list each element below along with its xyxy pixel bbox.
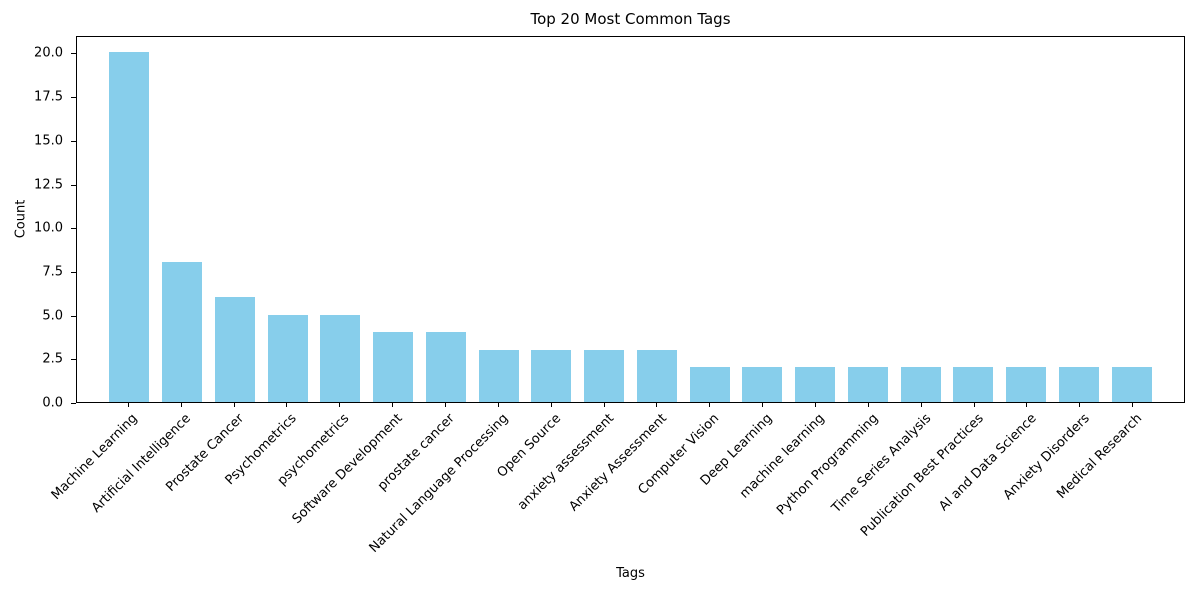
y-tick-mark xyxy=(71,97,76,99)
x-tick-label: Artificial Intelligence xyxy=(89,411,194,516)
bar xyxy=(373,332,414,402)
y-tick-label: 5.0 xyxy=(42,308,63,324)
x-tick-mark xyxy=(709,403,711,407)
bar-slot xyxy=(894,37,947,402)
bar-slot xyxy=(947,37,1000,402)
bar xyxy=(320,314,361,402)
y-axis-tick-labels: 0.0 2.5 5.0 7.5 10.0 12.5 15.0 17.5 20.0 xyxy=(0,36,63,411)
bar-slot xyxy=(420,37,473,402)
bar xyxy=(267,314,308,402)
bar-slot xyxy=(261,37,314,402)
bar-slot xyxy=(842,37,895,402)
bar xyxy=(636,349,677,402)
x-tick-label: Python Programming xyxy=(773,411,881,519)
y-tick-mark xyxy=(71,53,76,55)
y-tick-label: 20.0 xyxy=(34,45,63,61)
bars-layer xyxy=(77,37,1184,402)
bar xyxy=(742,367,783,402)
x-tick-label: AI and Data Science xyxy=(936,411,1040,515)
x-axis-label: Tags xyxy=(616,566,645,581)
bar xyxy=(109,52,150,402)
chart-title: Top 20 Most Common Tags xyxy=(530,10,731,28)
y-tick-mark xyxy=(71,140,76,142)
bar xyxy=(953,367,994,402)
y-tick-label: 17.5 xyxy=(34,89,63,105)
bar xyxy=(795,367,836,402)
bar xyxy=(584,349,625,402)
x-tick-label: Time Series Analysis xyxy=(828,411,934,517)
bar-slot xyxy=(1000,37,1053,402)
y-tick-mark xyxy=(71,271,76,273)
x-tick-mark xyxy=(1079,403,1081,407)
x-tick-mark xyxy=(1132,403,1134,407)
x-tick-mark xyxy=(1026,403,1028,407)
x-tick-mark xyxy=(445,403,447,407)
bar-slot xyxy=(472,37,525,402)
bar xyxy=(478,349,519,402)
y-tick-mark xyxy=(71,359,76,361)
bar-slot xyxy=(1053,37,1106,402)
x-tick-mark xyxy=(762,403,764,407)
plot-area xyxy=(76,36,1185,403)
bar-slot xyxy=(631,37,684,402)
bar xyxy=(689,367,730,402)
bar-slot xyxy=(367,37,420,402)
x-tick-label: Anxiety Assessment xyxy=(566,411,670,515)
x-tick-mark xyxy=(339,403,341,407)
y-tick-label: 7.5 xyxy=(42,264,63,280)
x-tick-mark xyxy=(603,403,605,407)
x-tick-mark xyxy=(550,403,552,407)
y-tick-label: 10.0 xyxy=(34,220,63,236)
x-tick-mark xyxy=(973,403,975,407)
bar xyxy=(1058,367,1099,402)
y-tick-mark xyxy=(71,228,76,230)
y-tick-mark xyxy=(71,184,76,186)
x-tick-mark xyxy=(814,403,816,407)
x-tick-mark xyxy=(867,403,869,407)
x-tick-mark xyxy=(920,403,922,407)
bar xyxy=(531,349,572,402)
y-tick-label: 12.5 xyxy=(34,177,63,193)
bar-slot xyxy=(736,37,789,402)
bar xyxy=(1006,367,1047,402)
x-tick-mark xyxy=(286,403,288,407)
x-tick-mark xyxy=(656,403,658,407)
bar xyxy=(1111,367,1152,402)
x-tick-label: Machine Learning xyxy=(49,411,142,503)
bar-slot xyxy=(683,37,736,402)
y-tick-label: 0.0 xyxy=(42,395,63,411)
bar-slot xyxy=(1105,37,1158,402)
bar xyxy=(847,367,888,402)
bar-slot xyxy=(578,37,631,402)
bar-slot xyxy=(156,37,209,402)
bar-slot xyxy=(525,37,578,402)
y-tick-mark xyxy=(71,403,76,404)
bar-slot xyxy=(209,37,262,402)
x-tick-mark xyxy=(392,403,394,407)
x-tick-mark xyxy=(180,403,182,407)
bar-slot xyxy=(789,37,842,402)
bar xyxy=(214,297,255,402)
bar-slot xyxy=(103,37,156,402)
bar xyxy=(162,262,203,402)
bar xyxy=(425,332,466,402)
y-tick-label: 2.5 xyxy=(42,351,63,367)
bar-slot xyxy=(314,37,367,402)
x-tick-mark xyxy=(233,403,235,407)
x-tick-label: anxiety assessment xyxy=(514,411,617,514)
y-tick-label: 15.0 xyxy=(34,133,63,149)
bar xyxy=(900,367,941,402)
x-tick-mark xyxy=(497,403,499,407)
x-tick-mark xyxy=(127,403,129,407)
y-tick-mark xyxy=(71,315,76,317)
